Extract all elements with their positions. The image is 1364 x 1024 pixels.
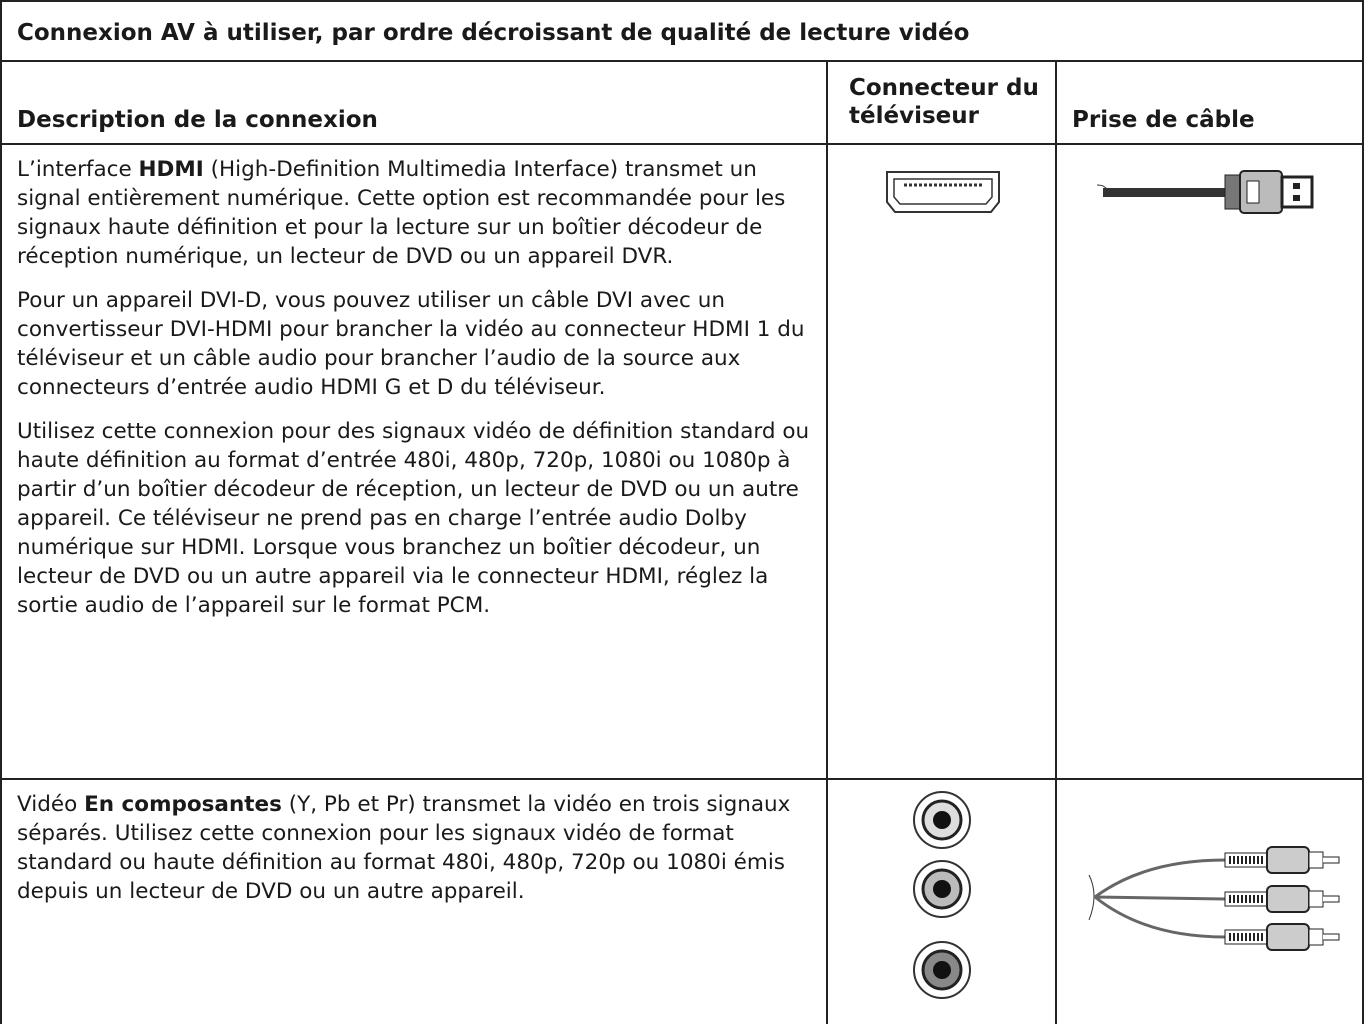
text: L’interface [17, 157, 139, 182]
column-header: Connecteur du téléviseur [826, 60, 1057, 145]
cable-cell [1055, 778, 1364, 1024]
paragraph: Vidéo En composantes (Y, Pb et Pr) trans… [17, 790, 812, 906]
column-header: Prise de câble [1055, 60, 1364, 145]
table-title: Connexion AV à utiliser, par ordre décro… [0, 0, 1364, 62]
rca-cables-icon [1088, 846, 1364, 965]
connector-cell [826, 778, 1057, 1024]
hdmi-port-icon [886, 171, 1000, 213]
text: (Y, Pb et Pr) transmet la vidéo en trois… [17, 792, 791, 904]
hdmi-cable-icon [1096, 170, 1314, 214]
text: Vidéo [17, 792, 85, 817]
connector-cell [826, 143, 1057, 780]
paragraph: Utilisez cette connexion pour des signau… [17, 419, 810, 618]
paragraph: L’interface HDMI (High-Definition Multim… [17, 155, 812, 271]
bold-text: HDMI [138, 157, 204, 182]
paragraph: Pour un appareil DVI-D, vous pouvez util… [17, 288, 805, 400]
bold-text: En composantes [84, 792, 282, 817]
rca-jacks-icon [913, 791, 971, 999]
column-header: Description de la connexion [0, 60, 828, 145]
text: (High-Definition Multimedia Interface) t… [17, 157, 786, 269]
description-cell: L’interface HDMI (High-Definition Multim… [0, 143, 828, 780]
description-cell: Vidéo En composantes (Y, Pb et Pr) trans… [0, 778, 828, 1024]
cable-cell [1055, 143, 1364, 780]
